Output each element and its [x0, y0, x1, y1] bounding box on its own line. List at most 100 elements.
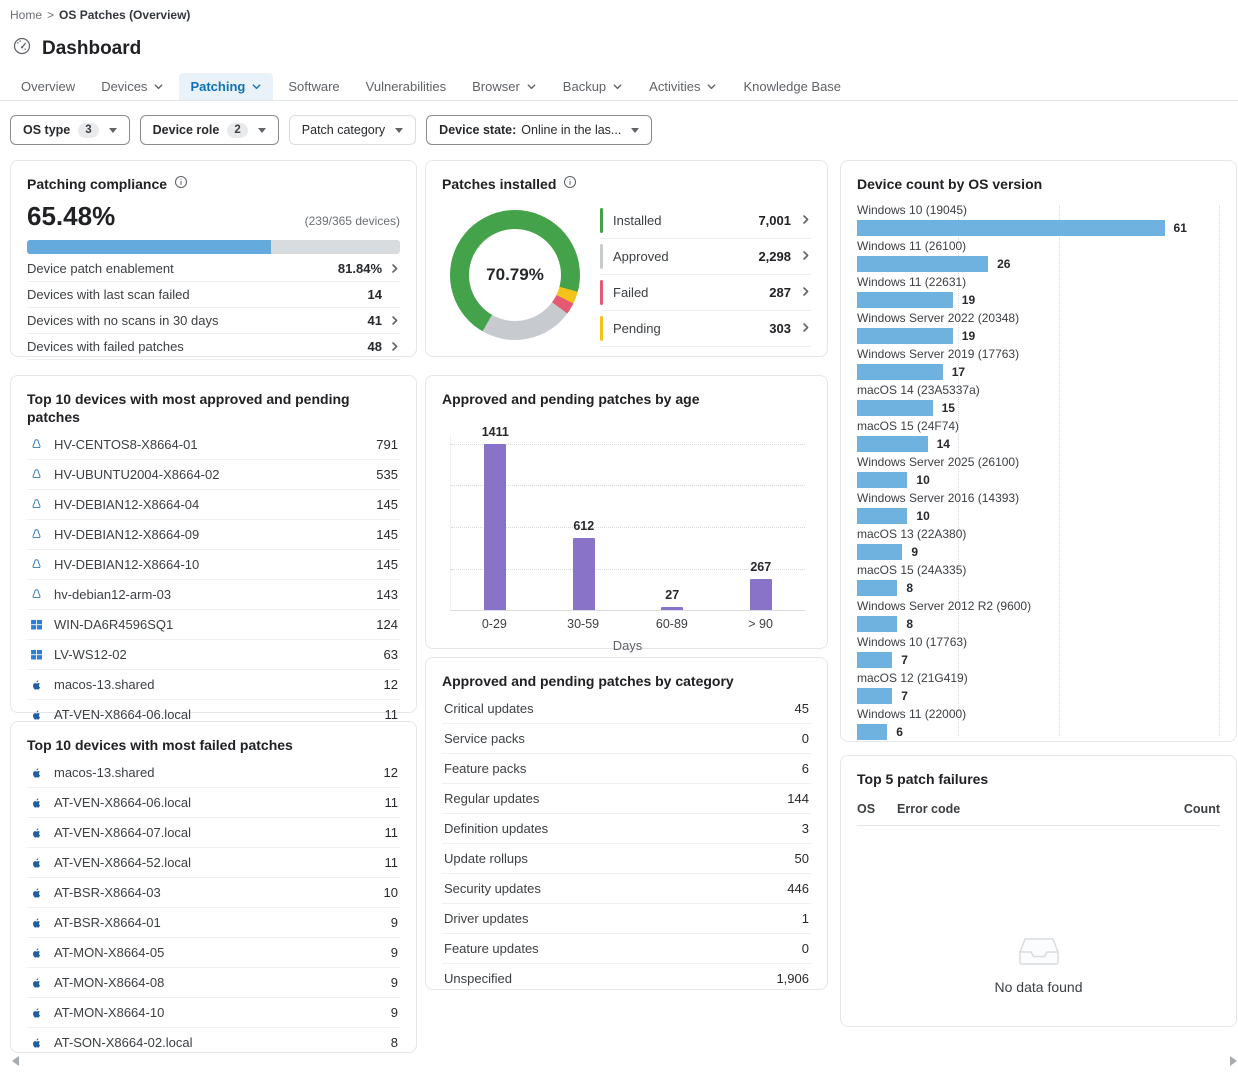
os-version-item: macOS 13 (22A380) 9 [857, 527, 1220, 560]
legend-row-installed[interactable]: Installed 7,001 [600, 203, 811, 239]
os-version-count: 7 [901, 653, 908, 667]
x-tick-label: 30-59 [567, 617, 600, 631]
info-icon[interactable] [174, 175, 188, 193]
device-patch-count: 11 [384, 707, 399, 722]
filter-device-role[interactable]: Device role 2 [139, 115, 279, 145]
caret-down-icon [631, 127, 640, 133]
patches-installed-donut-chart: 70.79% [450, 210, 580, 340]
empty-state-text: No data found [994, 979, 1083, 995]
device-row: HV-DEBIAN12-X8664-09 145 [27, 520, 400, 550]
category-row: Service packs 0 [442, 724, 811, 754]
device-patch-count: 11 [384, 795, 399, 810]
os-version-bar [857, 652, 893, 668]
os-version-count: 15 [941, 401, 955, 415]
tab-patching[interactable]: Patching [179, 73, 274, 100]
legend-value: 7,001 [758, 213, 791, 228]
x-tick-label: 60-89 [655, 617, 688, 631]
os-version-bar [857, 220, 1165, 236]
os-version-count: 61 [1173, 221, 1187, 235]
os-version-count: 8 [906, 581, 914, 595]
os-version-item: Windows 10 (19045) 61 [857, 203, 1220, 236]
card-patches-by-age: Approved and pending patches by age 1411… [425, 375, 828, 653]
bar-plot-area: 1411 612 27 267 [450, 425, 805, 611]
chevron-right-icon [801, 285, 811, 300]
apple-icon [29, 796, 43, 810]
page-title: Dashboard [42, 37, 142, 59]
os-version-count: 17 [951, 365, 966, 379]
legend-color-bar [600, 316, 603, 341]
bar [572, 538, 595, 610]
os-version-label: Windows 11 (26100) [857, 239, 967, 253]
compliance-metric-row[interactable]: Devices with no scans in 30 days 41 [27, 308, 400, 334]
metric-label: Devices with last scan failed [27, 287, 190, 302]
legend-row-approved[interactable]: Approved 2,298 [600, 239, 811, 275]
patches-installed-legend: Installed 7,001 Approved 2,298 Failed 287 Pend… [600, 203, 811, 347]
card-top-approved-devices: Top 10 devices with most approved and pe… [10, 375, 417, 722]
tab-bar: Overview Devices Patching Software Vulnerabi… [10, 73, 852, 100]
tab-label: Browser [472, 79, 520, 94]
apple-icon [29, 886, 43, 900]
os-version-item: Windows 11 (26100) 26 [857, 239, 1220, 272]
metric-label: Device patch enablement [27, 261, 174, 276]
tab-backup[interactable]: Backup [552, 73, 634, 100]
device-name: AT-MON-X8664-10 [54, 1005, 165, 1020]
category-label: Feature packs [444, 761, 527, 776]
os-version-item: Windows Server 2016 (14393) 10 [857, 491, 1220, 524]
card-device-count-by-os: Device count by OS version Windows 10 (1… [840, 160, 1237, 742]
category-value: 1,906 [776, 971, 809, 986]
legend-row-failed[interactable]: Failed 287 [600, 275, 811, 311]
compliance-metric-row[interactable]: Device patch enablement 81.84% [27, 256, 400, 282]
apple-icon [29, 766, 43, 780]
category-label: Regular updates [444, 791, 540, 806]
tab-activities[interactable]: Activities [638, 73, 728, 100]
filter-device-state[interactable]: Device state: Online in the las... [426, 115, 653, 145]
metric-label: Devices with no scans in 30 days [27, 313, 219, 328]
category-row: Unspecified 1,906 [442, 964, 811, 993]
category-value: 50 [794, 851, 809, 866]
device-patch-count: 145 [376, 527, 398, 542]
legend-row-pending[interactable]: Pending 303 [600, 311, 811, 347]
device-patch-count: 12 [383, 677, 398, 692]
os-version-count: 26 [997, 257, 1011, 271]
device-name: hv-debian12-arm-03 [54, 587, 172, 602]
tab-browser[interactable]: Browser [461, 73, 548, 100]
device-patch-count: 791 [376, 437, 398, 452]
card-title: Patching compliance [27, 175, 400, 193]
category-value: 0 [801, 941, 809, 956]
top-failed-list: macos-13.shared 12 AT-VEN-X8664-06.local 11… [27, 758, 400, 1057]
scroll-right-arrow[interactable] [1230, 1056, 1237, 1066]
info-icon[interactable] [563, 175, 577, 193]
chevron-right-icon [801, 321, 811, 336]
legend-color-bar [600, 244, 603, 269]
tab-software[interactable]: Software [277, 73, 350, 100]
breadcrumb-separator: > [47, 8, 55, 22]
tab-knowledge-base[interactable]: Knowledge Base [732, 73, 852, 100]
linux-icon [29, 498, 43, 511]
scroll-left-arrow[interactable] [12, 1056, 19, 1066]
chevron-down-icon [526, 81, 537, 92]
category-value: 0 [801, 731, 809, 746]
filter-os-type[interactable]: OS type 3 [10, 115, 130, 145]
category-label: Feature updates [444, 941, 539, 956]
os-version-label: Windows Server 2016 (14393) [857, 491, 1020, 505]
device-patch-count: 9 [390, 945, 398, 960]
tab-label: Devices [101, 79, 148, 94]
patch-failures-title: Top 5 patch failures [857, 771, 989, 787]
chevron-down-icon [612, 81, 623, 92]
card-patches-installed: Patches installed 70.79% Installed 7,001 A… [425, 160, 828, 357]
tab-vulnerabilities[interactable]: Vulnerabilities [355, 73, 457, 100]
compliance-metric-row[interactable]: Devices with failed patches 48 [27, 334, 400, 360]
os-version-label: Windows Server 2025 (26100) [857, 455, 1020, 469]
os-version-bar [857, 724, 888, 740]
compliance-device-count: (239/365 devices) [304, 214, 400, 228]
filter-patch-category[interactable]: Patch category [288, 115, 417, 145]
patching-compliance-title: Patching compliance [27, 176, 168, 192]
device-row: hv-debian12-arm-03 143 [27, 580, 400, 610]
tab-overview[interactable]: Overview [10, 73, 86, 100]
patches-installed-title: Patches installed [442, 176, 557, 192]
category-label: Driver updates [444, 911, 529, 926]
breadcrumb-home[interactable]: Home [10, 8, 43, 22]
os-version-bar [857, 400, 933, 416]
tab-devices[interactable]: Devices [90, 73, 175, 100]
device-name: HV-DEBIAN12-X8664-10 [54, 557, 200, 572]
